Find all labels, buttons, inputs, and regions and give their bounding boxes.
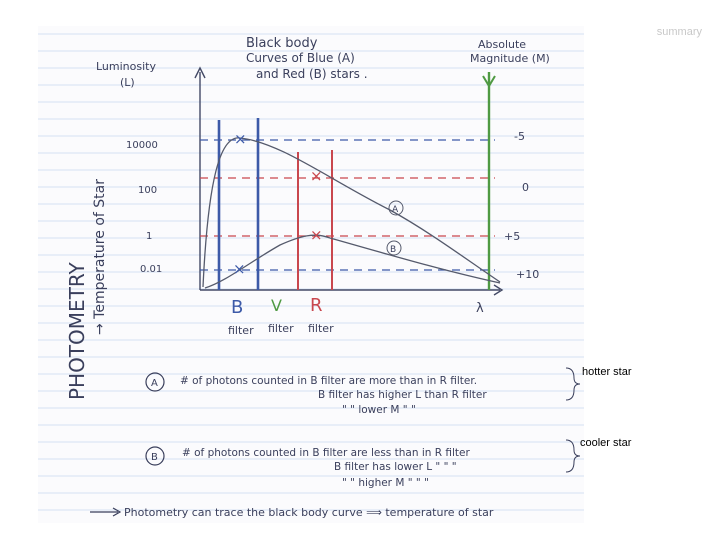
filter-v-word: filter [268, 322, 294, 335]
tick-0-01: 0.01 [140, 264, 162, 275]
note-b-line-1: # of photons counted in B filter are les… [182, 447, 470, 459]
note-b-marker: B [151, 452, 158, 463]
tick-0: 0 [522, 181, 529, 194]
tick-100: 100 [138, 185, 157, 196]
footer-text: Photometry can trace the black body curv… [124, 506, 494, 519]
filter-r-letter: R [310, 295, 323, 316]
abs-mag-label-1: Absolute [478, 38, 526, 51]
curve-b-label: B [390, 245, 396, 255]
title-line-3: and Red (B) stars . [256, 67, 368, 81]
paper-sheet [38, 26, 584, 523]
note-a-line-1: # of photons counted in B filter are mor… [180, 375, 477, 387]
lambda-label: λ [476, 301, 484, 316]
note-a-line-3: " " lower M " " [342, 404, 416, 416]
note-a-line-2: B filter has higher L than R filter [318, 389, 487, 401]
magnitude-axis-arrow [482, 75, 496, 88]
tick-10000: 10000 [126, 140, 158, 151]
luminosity-label: Luminosity [96, 60, 156, 73]
curve-a-badge [388, 200, 404, 216]
filter-b-letter: B [231, 297, 243, 318]
filter-v-letter: V [271, 296, 282, 315]
tick-p5: +5 [504, 230, 520, 243]
tick-1: 1 [146, 231, 152, 242]
summary-label: summary [656, 26, 702, 38]
tick-m5: -5 [514, 130, 525, 143]
curve-b [204, 234, 501, 289]
title-line-2: Curves of Blue (A) [246, 51, 355, 65]
photometry-title: PHOTOMETRY [65, 261, 89, 400]
luminosity-symbol: (L) [120, 76, 135, 89]
marker-a-blue: × [234, 130, 247, 148]
marker-a-red: × [310, 167, 323, 185]
curve-a-label: A [392, 205, 399, 215]
y-axis-arrow [194, 66, 206, 79]
photometry-subtitle: → Temperature of Star [92, 179, 108, 335]
brace-a [565, 367, 581, 401]
filter-b-word: filter [228, 324, 254, 337]
tick-p10: +10 [516, 268, 539, 281]
curve-a [202, 137, 501, 288]
hotter-star-label: hotter star [582, 366, 632, 378]
footer-arrow-head [112, 507, 122, 517]
note-b-line-3: " " higher M " " " [342, 477, 429, 489]
note-a-marker: A [151, 378, 158, 389]
note-b-marker-circle [145, 446, 165, 466]
marker-b-red: × [310, 226, 323, 244]
curve-b-badge [386, 240, 402, 256]
x-axis-arrow [493, 284, 504, 296]
note-a-marker-circle [145, 372, 165, 392]
note-b-line-2: B filter has lower L " " " [334, 461, 457, 473]
marker-b-blue: × [233, 260, 246, 278]
cooler-star-label: cooler star [580, 437, 632, 449]
filter-r-word: filter [308, 322, 334, 335]
brace-b [565, 439, 581, 473]
ruled-lines [38, 33, 584, 511]
abs-mag-label-2: Magnitude (M) [470, 52, 550, 65]
title-line-1: Black body [246, 36, 318, 51]
